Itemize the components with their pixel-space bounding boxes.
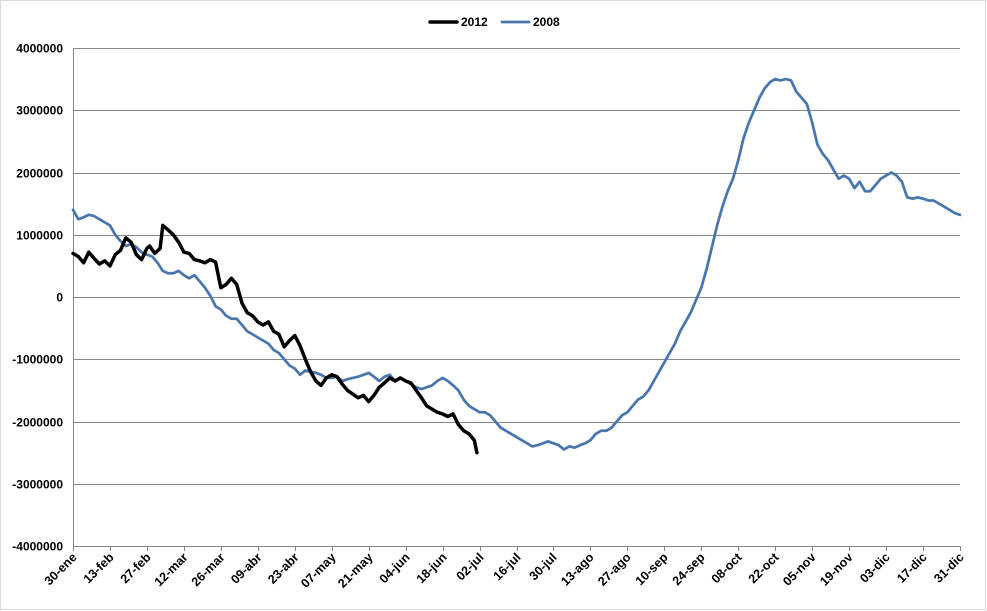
y-tick-label: -2000000: [12, 416, 63, 430]
y-axis-tick-labels: 4000000 3000000 2000000 1000000 0 -1000000 -20…: [12, 42, 63, 554]
series-lines: [71, 77, 962, 455]
y-tick-label: 2000000: [16, 167, 63, 181]
y-tick-label: -1000000: [12, 353, 63, 367]
y-tick-label: 4000000: [16, 42, 63, 56]
y-tick-label: -4000000: [12, 540, 63, 554]
series-line-2012: [71, 223, 479, 455]
legend: 2012 2008: [428, 15, 560, 29]
y-tick-label: 3000000: [16, 104, 63, 118]
y-tick-label: 1000000: [16, 229, 63, 243]
legend-label-2008: 2008: [533, 15, 560, 29]
series-line-2008: [71, 77, 962, 451]
y-tick-label: -3000000: [12, 478, 63, 492]
legend-label-2012: 2012: [461, 15, 488, 29]
y-tick-label: 0: [56, 291, 63, 305]
